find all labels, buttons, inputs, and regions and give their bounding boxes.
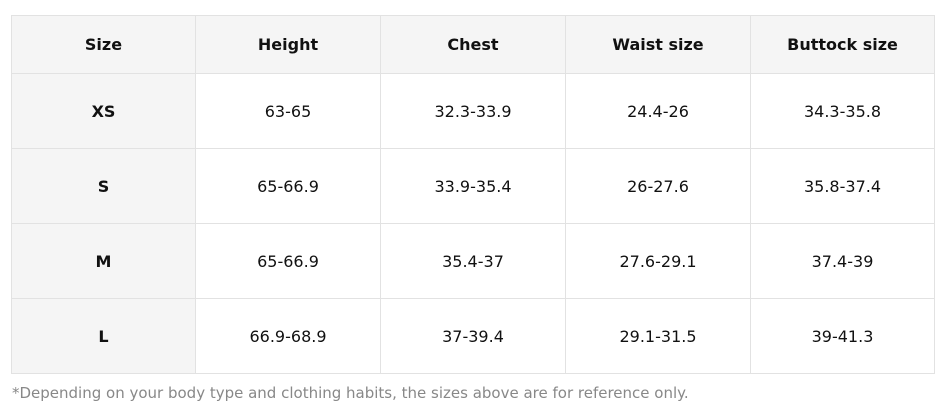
size-cell: M [11,223,196,299]
table-cell: 66.9-68.9 [195,298,381,374]
table-cell: 35.4-37 [380,223,566,299]
table-row: M 65-66.9 35.4-37 27.6-29.1 37.4-39 [11,223,935,299]
table-cell: 65-66.9 [195,223,381,299]
table-row: S 65-66.9 33.9-35.4 26-27.6 35.8-37.4 [11,148,935,224]
size-cell: S [11,148,196,224]
table-row: L 66.9-68.9 37-39.4 29.1-31.5 39-41.3 [11,298,935,374]
table-cell: 29.1-31.5 [565,298,751,374]
table-cell: 32.3-33.9 [380,73,566,149]
table-body: XS 63-65 32.3-33.9 24.4-26 34.3-35.8 S 65-66.9… [11,73,935,374]
table-cell: 63-65 [195,73,381,149]
table-cell: 39-41.3 [750,298,935,374]
header-cell: Chest [380,15,566,74]
table-cell: 37.4-39 [750,223,935,299]
header-cell: Height [195,15,381,74]
header-cell: Waist size [565,15,751,74]
table-cell: 33.9-35.4 [380,148,566,224]
table-cell: 24.4-26 [565,73,751,149]
header-cell: Buttock size [750,15,935,74]
table-row: XS 63-65 32.3-33.9 24.4-26 34.3-35.8 [11,73,935,149]
table-cell: 65-66.9 [195,148,381,224]
size-cell: L [11,298,196,374]
table-cell: 37-39.4 [380,298,566,374]
header-cell: Size [11,15,196,74]
table-cell: 35.8-37.4 [750,148,935,224]
footnote: *Depending on your body type and clothin… [12,384,689,402]
table-cell: 26-27.6 [565,148,751,224]
table-cell: 34.3-35.8 [750,73,935,149]
size-cell: XS [11,73,196,149]
header-row: Size Height Chest Waist size Buttock size [11,15,935,74]
size-table: Size Height Chest Waist size Buttock size XS… [11,15,935,374]
table-cell: 27.6-29.1 [565,223,751,299]
